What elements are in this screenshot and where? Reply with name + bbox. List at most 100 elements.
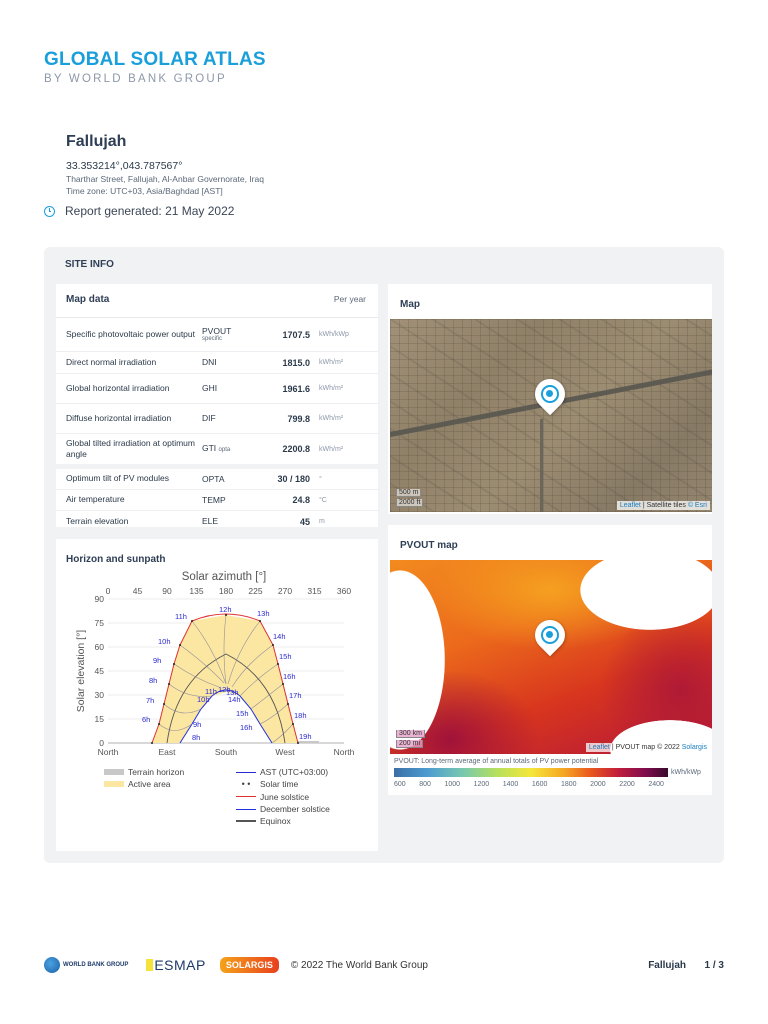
clock-icon xyxy=(44,205,55,217)
world-bank-text: WORLD BANK GROUP xyxy=(63,962,129,968)
row-abbr: PVOUT specific xyxy=(202,326,254,343)
svg-text:North: North xyxy=(334,747,355,757)
row-unit: m xyxy=(319,518,325,525)
map-data-title: Map data xyxy=(66,294,110,305)
data-row-dif: Diffuse horizontal irradiation DIF 799.8… xyxy=(56,404,378,434)
attribution-text: | Satellite tiles xyxy=(640,502,688,509)
svg-text:360: 360 xyxy=(337,586,351,596)
abbr-subscript: specific xyxy=(202,336,223,342)
svg-text:North: North xyxy=(98,747,119,757)
section-divider xyxy=(56,464,378,469)
report-generated: Report generated: 21 May 2022 xyxy=(44,204,234,218)
row-label: Terrain elevation xyxy=(66,515,129,526)
map-attribution: Leaflet | Satellite tiles © Esri xyxy=(616,501,710,510)
row-abbr: DNI xyxy=(202,357,217,368)
legend-december-solstice: December solstice xyxy=(236,803,330,815)
colorbar-ticks: 600 800 1000 1200 1400 1600 1800 2000 22… xyxy=(394,781,664,788)
row-value: 1815.0 xyxy=(282,357,310,368)
svg-text:12h: 12h xyxy=(219,605,232,614)
solargis-link[interactable]: Solargis xyxy=(681,744,707,751)
tick: 2000 xyxy=(590,781,606,788)
site-name: Fallujah xyxy=(66,133,127,150)
brand: GLOBAL SOLAR ATLAS BY WORLD BANK GROUP xyxy=(44,49,266,85)
row-abbr: OPTA xyxy=(202,473,225,484)
abbr-text: PVOUT xyxy=(202,325,232,336)
tick: 1400 xyxy=(502,781,519,788)
map-title: Map xyxy=(400,299,420,310)
data-row-ele: Terrain elevation ELE 45 m xyxy=(56,511,378,532)
row-label: Global horizontal irradiation xyxy=(66,382,170,393)
svg-text:10h: 10h xyxy=(158,637,171,646)
leaflet-link[interactable]: Leaflet xyxy=(588,744,610,751)
svg-text:90: 90 xyxy=(162,586,172,596)
tick: 1200 xyxy=(473,781,490,788)
svg-text:45: 45 xyxy=(95,666,105,676)
legend-equinox: Equinox xyxy=(236,815,330,827)
row-value: 1961.6 xyxy=(282,383,310,394)
tick: 1000 xyxy=(444,781,461,788)
data-row-temp: Air temperature TEMP 24.8 °C xyxy=(56,490,378,511)
svg-text:11h: 11h xyxy=(175,612,187,621)
row-value: 45 xyxy=(299,516,310,527)
row-unit: ° xyxy=(319,475,322,483)
svg-text:60: 60 xyxy=(95,642,105,652)
row-value: 799.8 xyxy=(287,413,310,424)
tick: 2400 xyxy=(648,781,664,788)
legend-solar-time: • • Solar time xyxy=(241,779,299,790)
svg-text:9h: 9h xyxy=(193,720,201,729)
abbr-subscript: opta xyxy=(218,447,231,454)
row-abbr: ELE xyxy=(202,516,219,527)
x-ticks-bottom: North East South West North xyxy=(98,747,355,757)
leaflet-link[interactable]: Leaflet xyxy=(619,502,641,509)
svg-text:9h: 9h xyxy=(153,656,161,665)
map-attribution: Leaflet | PVOUT map © 2022 Solargis xyxy=(585,743,710,752)
legend-ast: AST (UTC+03:00) xyxy=(236,766,330,778)
row-label: Direct normal irradiation xyxy=(66,356,157,367)
map-scale-metric: 500 m xyxy=(396,489,422,497)
svg-text:12h: 12h xyxy=(218,685,231,694)
pvout-map-title: PVOUT map xyxy=(400,540,458,551)
svg-text:15h: 15h xyxy=(279,652,292,661)
legend-left: Terrain horizon Active area xyxy=(104,766,184,791)
tick: 1800 xyxy=(560,781,577,788)
svg-text:South: South xyxy=(215,747,237,757)
svg-text:315: 315 xyxy=(307,586,321,596)
colorbar-unit: kWh/kWp xyxy=(671,769,701,776)
svg-text:East: East xyxy=(158,747,176,757)
esmap-logo: ESMAP xyxy=(146,957,206,973)
location-target-icon[interactable] xyxy=(528,613,572,657)
svg-text:8h: 8h xyxy=(149,676,157,685)
site-info-panel: SITE INFO Map data Per year Specific pho… xyxy=(44,247,724,863)
site-address: Tharthar Street, Fallujah, Al-Anbar Gove… xyxy=(66,174,264,184)
map-data-card: Map data Per year Specific photovoltaic … xyxy=(56,284,378,527)
satellite-map[interactable]: 500 m 2000 ft Leaflet | Satellite tiles … xyxy=(390,319,712,512)
pvout-map[interactable]: 300 km 200 mi Leaflet | PVOUT map © 2022… xyxy=(390,560,712,754)
legend-june-solstice: June solstice xyxy=(236,791,330,803)
row-unit: kWh/m² xyxy=(319,359,344,366)
attribution-text: | PVOUT map © 2022 xyxy=(609,744,682,751)
tick: 600 xyxy=(394,781,406,788)
svg-text:10h: 10h xyxy=(197,695,210,704)
report-date: Report generated: 21 May 2022 xyxy=(65,204,235,218)
svg-text:30: 30 xyxy=(95,690,105,700)
svg-text:8h: 8h xyxy=(192,733,200,742)
y-ticks: 90 75 60 45 30 15 0 xyxy=(95,594,105,748)
site-timezone: Time zone: UTC+03, Asia/Baghdad [AST] xyxy=(66,186,223,196)
row-abbr: GTI opta xyxy=(202,443,254,454)
map-road xyxy=(540,419,543,512)
svg-text:180: 180 xyxy=(219,586,233,596)
brand-title: GLOBAL SOLAR ATLAS xyxy=(44,49,266,70)
row-label: Optimum tilt of PV modules xyxy=(66,473,169,484)
site-header: Fallujah 33.353214°,043.787567° Tharthar… xyxy=(66,133,264,196)
sunpath-title: Horizon and sunpath xyxy=(66,554,166,565)
svg-text:13h: 13h xyxy=(257,609,270,618)
site-coordinates: 33.353214°,043.787567° xyxy=(66,160,183,172)
esmap-text: ESMAP xyxy=(154,957,206,973)
map-card: Map 500 m 2000 ft Leaflet | Satellite ti… xyxy=(388,284,712,514)
esri-link[interactable]: © Esri xyxy=(687,502,707,509)
sunpath-card: Horizon and sunpath Solar azimuth [°] 0 4… xyxy=(56,539,378,851)
row-unit: kWh/m² xyxy=(319,445,344,453)
svg-text:15: 15 xyxy=(95,714,105,724)
row-value: 30 / 180 xyxy=(277,474,310,484)
row-abbr: GHI xyxy=(202,383,218,394)
